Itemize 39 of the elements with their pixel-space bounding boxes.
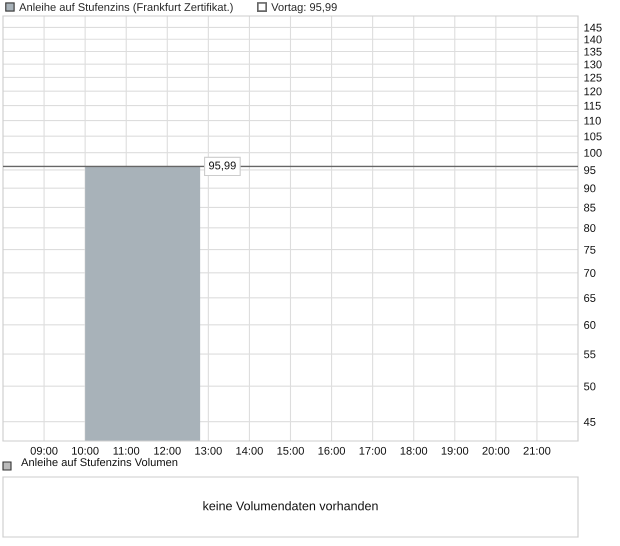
y-tick-label: 105 xyxy=(584,132,602,140)
text: keine Volumendaten vorhanden xyxy=(203,501,378,510)
x-tick-label: 13:00 xyxy=(195,446,222,455)
x-tick-label: 10:00 xyxy=(72,446,99,455)
x-tick-label: 19:00 xyxy=(442,446,468,455)
y-tick-label: 110 xyxy=(584,116,601,125)
y-tick-label: 60 xyxy=(584,321,596,329)
y-tick-label: 125 xyxy=(584,74,602,82)
x-tick-label: 15:00 xyxy=(277,446,304,455)
y-tick-label: 90 xyxy=(584,184,596,192)
y-tick-label: 85 xyxy=(584,204,596,212)
y-tick-label: 145 xyxy=(584,24,602,32)
data-label: 95,99 xyxy=(208,162,236,171)
y-tick-label: 50 xyxy=(584,382,596,390)
y-tick-label: 100 xyxy=(584,148,602,157)
x-tick-label: 16:00 xyxy=(318,446,346,455)
y-tick-label: 70 xyxy=(584,269,596,277)
y-tick-label: 135 xyxy=(584,48,602,56)
x-tick-label: 20:00 xyxy=(482,446,510,455)
x-tick-label: 17:00 xyxy=(360,446,386,455)
x-tick-label: 11:00 xyxy=(114,446,140,455)
legend-label: Anleihe auf Stufenzins (Frankfurt Zertifikat.) xyxy=(19,2,233,14)
y-tick-label: 120 xyxy=(584,87,602,96)
y-tick-label: 75 xyxy=(584,246,596,254)
text: Anleihe auf Stufenzins Volumen xyxy=(21,458,178,466)
x-tick-label: 12:00 xyxy=(154,446,181,455)
x-tick-label: 14:00 xyxy=(236,446,263,455)
y-tick-label: 95 xyxy=(584,166,596,174)
y-tick-label: 55 xyxy=(584,350,596,358)
x-tick-label: 18:00 xyxy=(400,446,428,455)
legend-label: Vortag: 95,99 xyxy=(271,3,337,14)
x-tick-label: 09:00 xyxy=(30,446,58,455)
y-tick-label: 130 xyxy=(584,60,602,68)
y-tick-label: 115 xyxy=(584,102,601,110)
y-tick-label: 45 xyxy=(584,418,596,426)
y-tick-label: 80 xyxy=(584,224,596,232)
y-tick-label: 65 xyxy=(584,294,596,302)
x-tick-label: 21:00 xyxy=(524,446,550,455)
y-tick-label: 140 xyxy=(584,36,602,44)
